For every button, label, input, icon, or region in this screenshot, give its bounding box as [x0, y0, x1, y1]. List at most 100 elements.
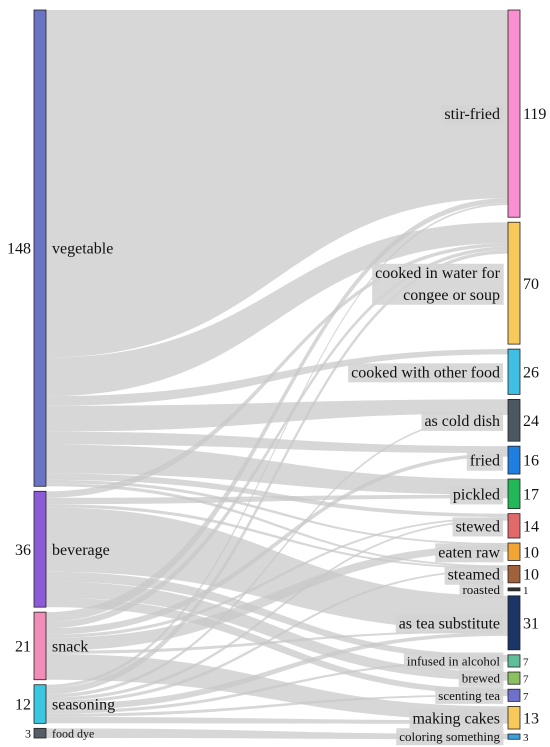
node-label-stewed: stewed: [456, 518, 500, 535]
node-value-cooked_other: 26: [523, 364, 539, 381]
link-vegetable-to-fried: [46, 431, 508, 454]
node-pickled: [507, 478, 521, 510]
node-brewed: [507, 671, 521, 685]
node-value-pickled: 17: [523, 486, 539, 503]
node-label-bg-eaten_raw: [435, 543, 504, 563]
node-fried: [507, 445, 521, 475]
node-value-scenting: 7: [523, 691, 529, 703]
link-beverage-to-scenting: [46, 597, 508, 695]
link-snack-to-tea_sub: [46, 630, 508, 654]
link-snack-to-stir_fried: [46, 198, 508, 622]
node-cooked_other: [507, 348, 521, 395]
node-layer: [33, 9, 521, 740]
node-label-fried: fried: [470, 453, 500, 470]
node-cakes: [507, 705, 521, 730]
node-label-pickled: pickled: [453, 486, 500, 503]
node-value-brewed: 7: [523, 674, 529, 686]
node-value-eaten_raw: 10: [523, 544, 539, 561]
node-value-stewed: 14: [523, 518, 539, 535]
node-label-bg-stewed: [452, 517, 503, 537]
node-label-bg-roasted: [459, 580, 504, 598]
node-value-stir_fried: 119: [523, 106, 546, 123]
node-value-tea_sub: 31: [523, 615, 539, 632]
node-value-steamed: 10: [523, 567, 539, 584]
node-label-bg-tea_sub: [395, 614, 503, 634]
node-label-tea_sub: as tea substitute: [399, 615, 500, 632]
node-value-infused: 7: [523, 656, 529, 668]
link-seasoning-to-stir_fried: [46, 203, 508, 688]
node-beverage: [33, 490, 47, 608]
link-beverage-to-cooked_water: [46, 243, 508, 498]
node-value-cakes: 13: [523, 710, 539, 727]
node-label-bg-brewed: [458, 669, 504, 687]
link-vegetable-to-eaten_raw: [46, 479, 508, 545]
link-beverage-to-infused: [46, 571, 508, 661]
node-label-food_dye: food dye: [52, 726, 94, 740]
node-value-cold_dish: 24: [523, 413, 539, 430]
link-seasoning-to-cakes: [46, 716, 508, 724]
node-label-steamed: steamed: [448, 567, 500, 584]
node-seasoning: [33, 684, 47, 724]
link-seasoning-to-steamed: [46, 568, 508, 705]
node-label-bg-infused: [403, 652, 504, 670]
node-label-cold_dish: as cold dish: [424, 413, 500, 430]
node-value-roasted: 1: [523, 585, 529, 597]
link-snack-to-cooked_water: [46, 246, 508, 629]
link-vegetable-to-cold_dish: [46, 399, 508, 432]
node-tea_sub: [507, 595, 521, 651]
node-label-roasted: roasted: [462, 582, 500, 597]
node-cold_dish: [507, 398, 521, 442]
node-stir_fried: [507, 9, 521, 218]
node-scenting: [507, 688, 521, 702]
node-value-coloring: 3: [523, 732, 529, 744]
node-label-cooked_water: cooked in water for congee or soup: [375, 265, 501, 304]
node-label-cakes: making cakes: [412, 710, 500, 727]
node-label-bg-pickled: [449, 485, 503, 505]
node-label-bg-scenting: [435, 686, 504, 704]
link-beverage-to-tea_sub: [46, 507, 508, 631]
link-beverage-to-brewed: [46, 581, 508, 681]
link-seasoning-to-stewed: [46, 518, 508, 701]
node-label-bg-fried: [466, 451, 503, 471]
node-food_dye: [33, 727, 47, 739]
node-stewed: [507, 513, 521, 539]
node-snack: [33, 611, 47, 681]
link-food_dye-to-coloring: [46, 728, 508, 740]
node-label-coloring: coloring something: [399, 729, 500, 744]
node-label-bg-cakes: [409, 709, 503, 729]
node-cooked_water: [507, 221, 521, 345]
link-vegetable-to-cooked_water: [46, 222, 508, 397]
node-coloring: [507, 733, 521, 740]
node-label-cooked_other: cooked with other food: [351, 364, 500, 381]
node-label-bg-stir_fried: [441, 105, 503, 125]
link-vegetable-to-cooked_other: [46, 349, 508, 406]
link-seasoning-to-infused: [46, 660, 508, 714]
node-label-beverage: beverage: [52, 542, 110, 559]
node-value-food_dye: 3: [25, 726, 31, 740]
link-vegetable-to-steamed: [46, 483, 508, 568]
node-label-bg-cold_dish: [421, 411, 503, 431]
link-vegetable-to-stewed: [46, 473, 508, 518]
node-value-fried: 16: [523, 453, 539, 470]
node-value-beverage: 36: [15, 542, 31, 559]
link-seasoning-to-scenting: [46, 694, 508, 717]
node-label-seasoning: seasoning: [52, 697, 115, 714]
node-steamed: [507, 565, 521, 584]
link-vegetable-to-stir_fried: [46, 10, 508, 358]
node-label-stir_fried: stir-fried: [444, 106, 500, 123]
node-label-eaten_raw: eaten raw: [438, 544, 500, 561]
node-vegetable: [33, 9, 47, 487]
label-layer: 148 vegetable 36 beverage 21 snack 12 seasoning…: [7, 105, 546, 746]
link-layer: [46, 10, 508, 740]
link-beverage-to-pickled: [46, 494, 508, 505]
link-snack-to-fried: [46, 453, 508, 635]
node-label-brewed: brewed: [462, 671, 501, 686]
link-seasoning-to-tea_sub: [46, 632, 508, 711]
link-snack-to-eaten_raw: [46, 544, 508, 651]
node-value-cooked_water: 70: [523, 276, 539, 293]
node-label-snack: snack: [52, 639, 88, 656]
link-snack-to-stewed: [46, 517, 508, 638]
node-label-scenting: scenting tea: [438, 688, 500, 703]
node-value-seasoning: 12: [15, 697, 31, 714]
